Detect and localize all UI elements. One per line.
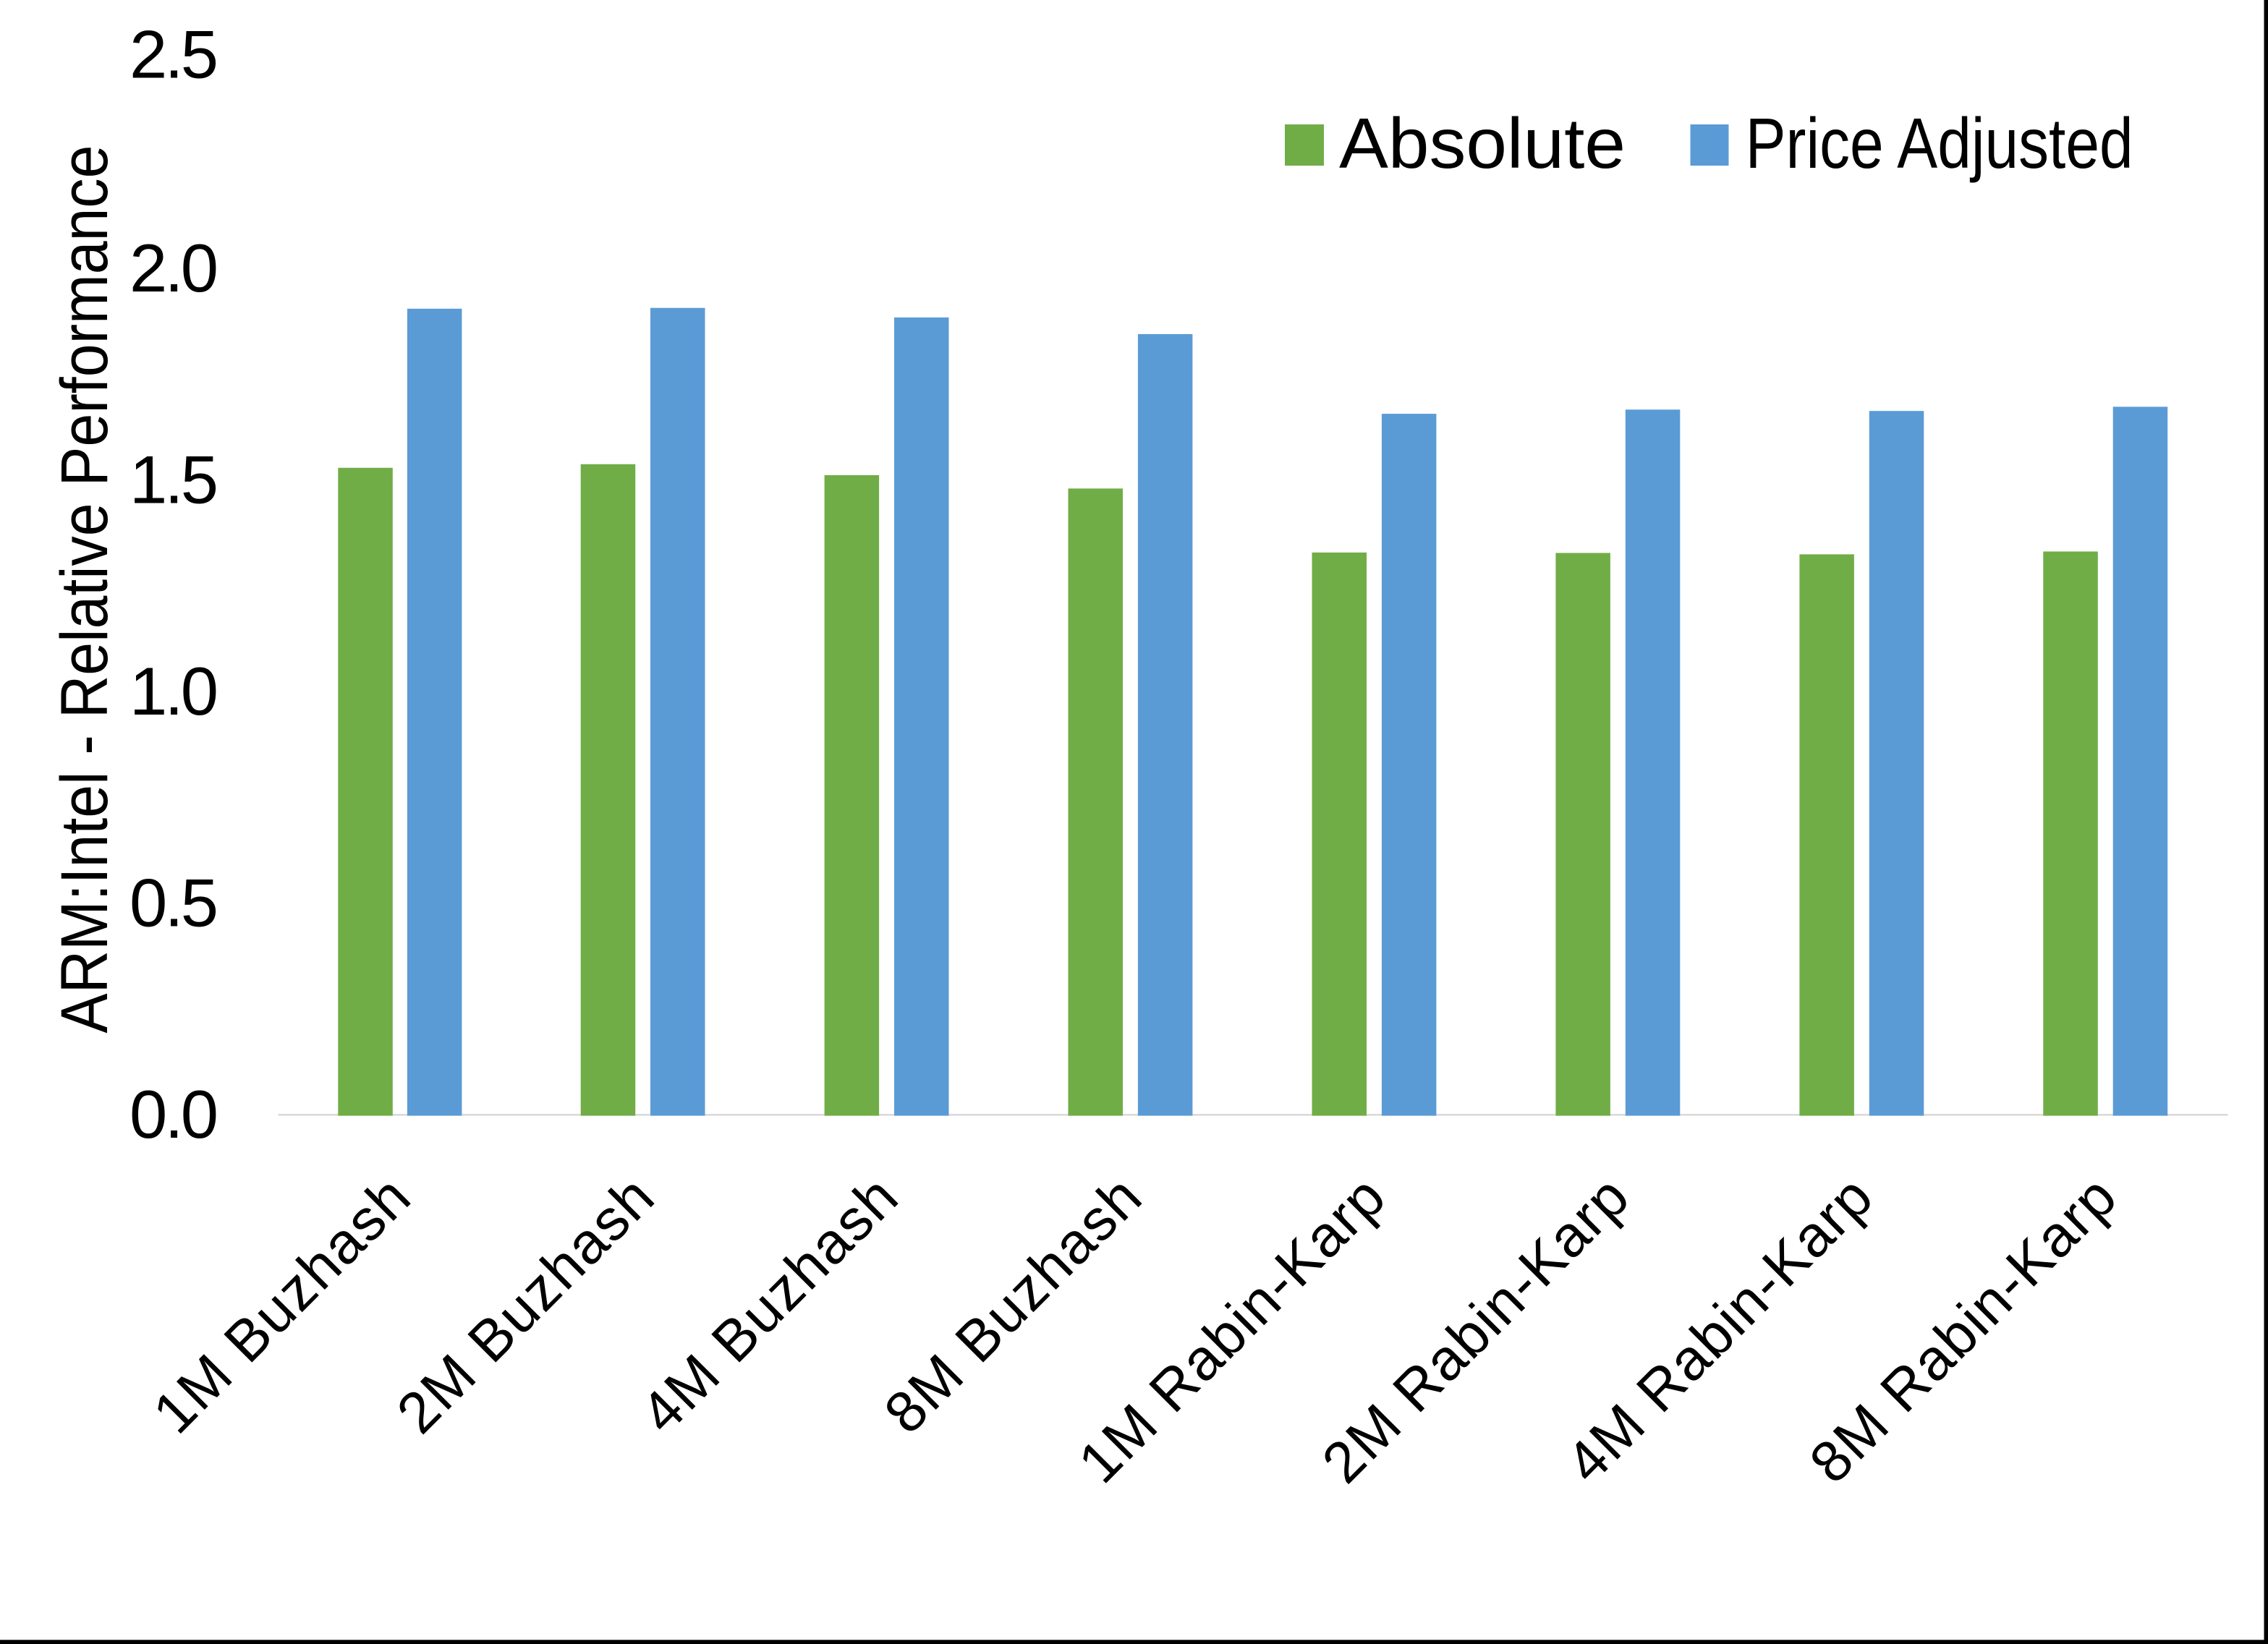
svg-text:2M Buzhash: 2M Buzhash bbox=[385, 1164, 666, 1445]
svg-text:0.5: 0.5 bbox=[129, 865, 218, 941]
svg-text:1.5: 1.5 bbox=[129, 442, 218, 518]
svg-text:Price Adjusted: Price Adjusted bbox=[1746, 103, 2133, 183]
svg-text:8M Buzhash: 8M Buzhash bbox=[872, 1164, 1153, 1445]
svg-text:Absolute: Absolute bbox=[1339, 103, 1626, 183]
svg-text:0.0: 0.0 bbox=[129, 1076, 218, 1152]
svg-text:1M Buzhash: 1M Buzhash bbox=[141, 1164, 422, 1445]
svg-text:2.0: 2.0 bbox=[129, 230, 218, 306]
svg-text:4M Buzhash: 4M Buzhash bbox=[628, 1164, 909, 1445]
svg-text:1.0: 1.0 bbox=[129, 653, 218, 729]
svg-text:ARM:Intel - Relative Performan: ARM:Intel - Relative Performance bbox=[48, 145, 122, 1034]
svg-text:2.5: 2.5 bbox=[129, 17, 218, 93]
